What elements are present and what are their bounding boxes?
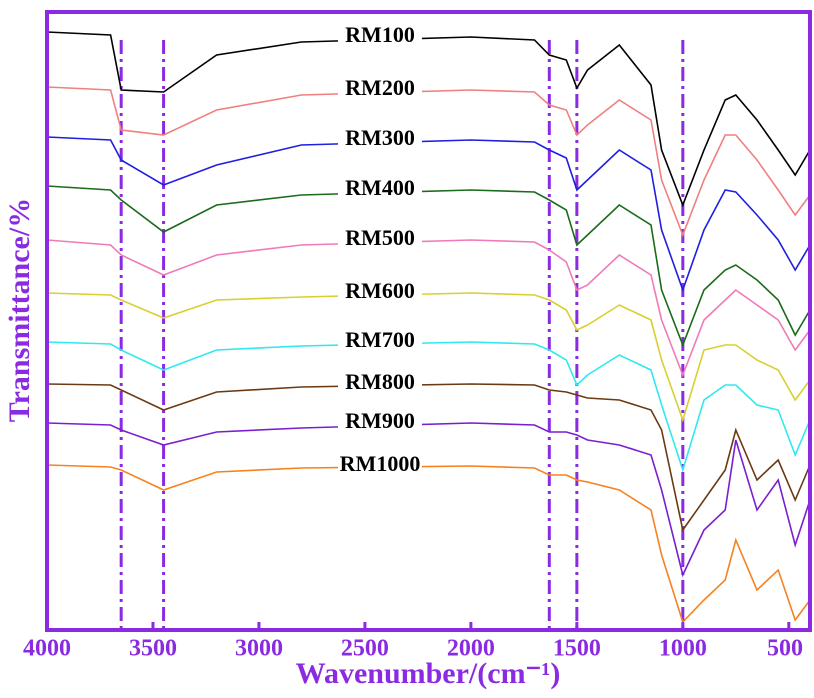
x-tick-label: 3500	[129, 636, 177, 662]
x-tick-label: 1500	[553, 636, 601, 662]
series-label: RM300	[345, 125, 415, 150]
label-background	[338, 179, 422, 201]
spectrum-line	[46, 31, 811, 208]
series-label: RM600	[345, 278, 415, 303]
series-label: RM700	[345, 327, 415, 352]
spectrum-line	[46, 292, 811, 423]
label-background	[338, 412, 422, 434]
series-label: RM900	[345, 408, 415, 433]
label-background	[338, 282, 422, 304]
spectrum-line	[46, 464, 811, 624]
label-background	[338, 129, 422, 151]
label-background	[338, 331, 422, 353]
label-background	[338, 26, 422, 48]
spectrum-line	[46, 86, 811, 238]
spectrum-line	[46, 136, 811, 293]
x-tick-label: 2000	[447, 636, 495, 662]
x-axis-label: Wavenumber/(cm⁻¹)	[296, 657, 561, 690]
label-background	[338, 373, 422, 395]
x-tick-label: 1000	[659, 636, 707, 662]
label-background	[338, 455, 422, 477]
series-label: RM500	[345, 225, 415, 250]
x-tick-label: 500	[767, 636, 803, 662]
series-label: RM1000	[340, 451, 421, 476]
spectrum-line	[46, 239, 811, 378]
spectrum-line	[46, 383, 811, 532]
y-axis-label: Transmittance/%	[3, 198, 36, 422]
spectrum-line	[46, 185, 811, 348]
spectrum-line	[46, 341, 811, 473]
series-label: RM200	[345, 75, 415, 100]
label-background	[338, 79, 422, 101]
spectrum-line	[46, 422, 811, 578]
series-label: RM800	[345, 369, 415, 394]
x-tick-label: 3000	[235, 636, 283, 662]
x-tick-label: 2500	[341, 636, 389, 662]
series-label: RM100	[345, 22, 415, 47]
plot-frame	[45, 10, 812, 632]
x-tick-label: 4000	[23, 636, 71, 662]
series-label: RM400	[345, 175, 415, 200]
label-background	[338, 229, 422, 251]
